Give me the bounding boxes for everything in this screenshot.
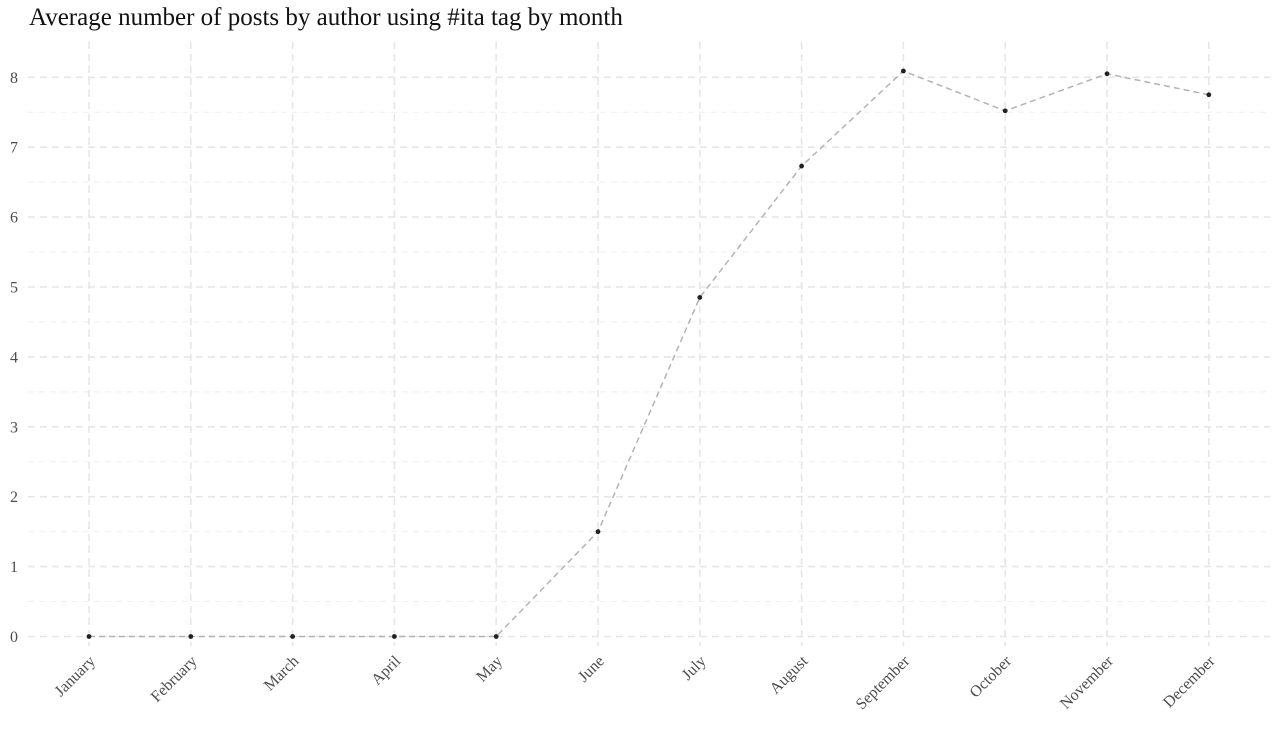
chart-title: Average number of posts by author using …	[29, 4, 623, 31]
x-tick-label: April	[368, 652, 404, 688]
data-point	[901, 68, 906, 74]
data-point	[1104, 71, 1110, 77]
y-tick-label: 7	[10, 140, 18, 157]
x-tick-label: August	[767, 652, 812, 697]
y-tick-label: 3	[10, 419, 18, 436]
x-tick-label: June	[575, 653, 608, 686]
y-tick-label: 4	[10, 349, 18, 366]
data-point	[799, 163, 804, 169]
series-line	[89, 70, 1209, 638]
y-tick-label: 0	[10, 629, 18, 646]
x-tick-label: January	[52, 653, 99, 700]
data-point	[86, 634, 92, 639]
data-point	[697, 295, 703, 300]
data-point	[493, 634, 499, 639]
x-tick-label: November	[1057, 652, 1117, 712]
data-point	[1206, 92, 1212, 98]
y-tick-label: 6	[10, 210, 18, 227]
x-tick-label: December	[1160, 652, 1219, 711]
x-tick-label: July	[679, 653, 710, 684]
data-point	[595, 529, 601, 535]
y-tick-label: 1	[10, 559, 18, 576]
y-tick-label: 5	[10, 280, 18, 297]
x-tick-label: March	[261, 653, 303, 695]
data-point	[290, 634, 295, 639]
data-point	[1002, 108, 1008, 114]
data-point	[188, 634, 194, 639]
data-point	[392, 634, 397, 639]
x-tick-label: September	[853, 652, 914, 713]
x-tick-label: May	[473, 653, 506, 686]
x-tick-label: October	[967, 652, 1016, 701]
y-tick-label: 2	[10, 489, 18, 506]
x-tick-label: February	[148, 653, 201, 706]
y-tick-label: 8	[10, 70, 18, 87]
